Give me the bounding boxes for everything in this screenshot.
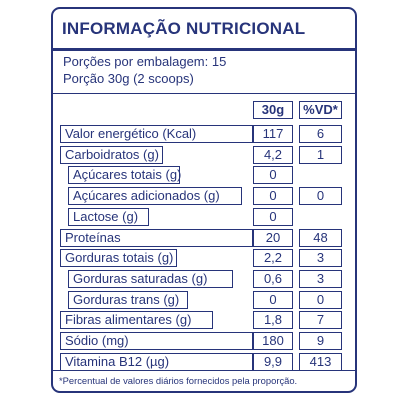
footnote-divider: [53, 370, 355, 371]
nutrient-daily-value: 6: [299, 125, 342, 143]
nutrient-name: Vitamina B12 (µg): [60, 353, 253, 371]
amount-column-header: 30g: [253, 101, 293, 119]
info-divider: [53, 93, 355, 94]
nutrient-amount: 0: [253, 291, 293, 309]
nutrient-daily-value: 0: [299, 187, 342, 205]
nutrient-name: Lactose (g): [68, 208, 149, 226]
nutrient-amount: 0: [253, 187, 293, 205]
label-title: INFORMAÇÃO NUTRICIONAL: [62, 19, 306, 38]
nutrient-amount: 1,8: [253, 311, 293, 329]
nutrient-daily-value: 3: [299, 270, 342, 288]
nutrient-amount: 0,6: [253, 270, 293, 288]
nutrient-name: Fibras alimentares (g): [60, 311, 213, 329]
nutrient-name: Gorduras totais (g): [60, 249, 177, 267]
nutrient-daily-value: 9: [299, 332, 342, 350]
nutrient-daily-value: 0: [299, 291, 342, 309]
nutrient-name: Gorduras saturadas (g): [68, 270, 233, 288]
nutrient-amount: 9,9: [253, 353, 293, 371]
nutrient-amount: 0: [253, 208, 293, 226]
nutrient-name: Açúcares totais (g): [68, 166, 181, 184]
nutrient-amount: 20: [253, 229, 293, 247]
nutrient-name: Valor energético (Kcal): [60, 125, 253, 143]
nutrient-amount: 180: [253, 332, 293, 350]
nutrient-daily-value: 3: [299, 249, 342, 267]
nutrient-daily-value: 413: [299, 353, 342, 371]
nutrient-name: Gorduras trans (g): [68, 291, 188, 309]
nutrient-daily-value: 7: [299, 311, 342, 329]
nutrient-name: Carboidratos (g): [60, 146, 163, 164]
nutrient-name: Sódio (mg): [60, 332, 253, 350]
title-divider: [53, 48, 355, 51]
nutrient-name: Proteínas: [60, 229, 253, 247]
nutrient-daily-value: 1: [299, 146, 342, 164]
nutrient-amount: 2,2: [253, 249, 293, 267]
footnote: *Percentual de valores diários fornecido…: [59, 375, 298, 386]
serving-size: Porção 30g (2 scoops): [63, 71, 194, 86]
daily-value-column-header: %VD*: [299, 101, 342, 119]
servings-per-package: Porções por embalagem: 15: [63, 54, 227, 69]
nutrition-facts-label: INFORMAÇÃO NUTRICIONAL Porções por embal…: [51, 7, 357, 393]
nutrient-amount: 117: [253, 125, 293, 143]
nutrient-amount: 4,2: [253, 146, 293, 164]
nutrient-name: Açúcares adicionados (g): [68, 187, 242, 205]
nutrient-daily-value: 48: [299, 229, 342, 247]
nutrient-amount: 0: [253, 166, 293, 184]
